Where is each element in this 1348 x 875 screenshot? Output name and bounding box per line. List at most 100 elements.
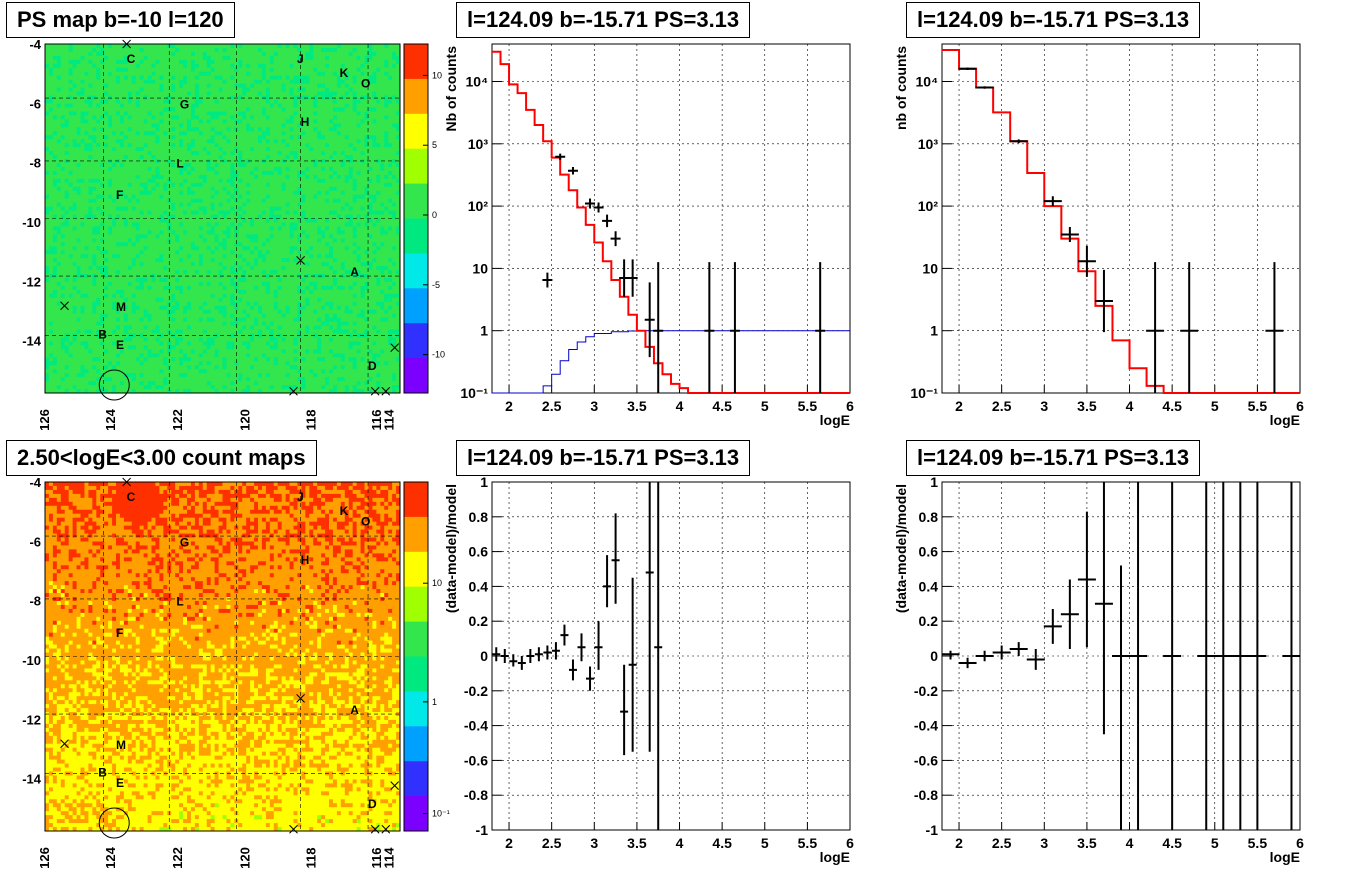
spec2-xtick: 5 (1211, 398, 1219, 414)
ps-map-label-M: M (116, 300, 126, 314)
spec1-frame (491, 43, 851, 394)
spec1-data-point (729, 262, 740, 393)
count-map (45, 482, 401, 832)
spec2-xtick: 4.5 (1162, 398, 1182, 414)
resid2-ytick: 0 (930, 648, 938, 664)
resid1-ytick: 0 (480, 648, 488, 664)
ps-map-xtick: 126 (37, 409, 52, 431)
ps-map-cross (289, 386, 298, 396)
count-map-xtick: 114 (381, 847, 396, 869)
ps-map-ytick: -14 (22, 334, 42, 349)
ps-colorbar-ticklabel: -10 (432, 350, 445, 360)
spec1-data-point (627, 259, 638, 297)
resid2-xtick: 2 (955, 835, 963, 851)
resid2-data-point (1094, 482, 1113, 735)
ps-map-cross (122, 39, 132, 49)
resid1-xtick: 2 (505, 835, 513, 851)
resid1-ylabel: (data-model)/model (443, 484, 459, 613)
resid1-data-point (526, 649, 535, 663)
resid1-ytick: 0.6 (469, 544, 489, 560)
ps-map-xtick: 122 (170, 409, 185, 431)
count-map-label-H: H (301, 553, 310, 567)
count-map-label-L: L (176, 595, 183, 609)
resid1-data-point (551, 642, 560, 660)
resid2-xlabel: logE (1270, 849, 1300, 865)
resid2-xtick: 5 (1211, 835, 1219, 851)
resid2-ytick: 0.4 (919, 578, 939, 594)
spec1-ylabel: Nb of counts (443, 46, 459, 132)
count-map-label-O: O (361, 514, 370, 528)
ps-map-label-A: A (350, 265, 359, 279)
ps-map-ytick: -12 (22, 274, 41, 289)
spec2-data-point (975, 86, 994, 89)
count-map-label-C: C (127, 490, 136, 504)
spec2-xtick: 2.5 (992, 398, 1012, 414)
resid2-data-point (941, 650, 960, 660)
spec1-xtick: 3 (590, 398, 598, 414)
resid2-ytick: 0.8 (919, 509, 939, 525)
ps-map-label-L: L (176, 157, 183, 171)
spec2-data-point (1180, 262, 1199, 393)
spec1-data-point (585, 198, 596, 209)
spec1-xtick: 4.5 (712, 398, 732, 414)
resid2-xtick: 4.5 (1162, 835, 1182, 851)
resid2-xtick: 3 (1040, 835, 1048, 851)
resid2-data-point (1163, 482, 1182, 830)
count-map-label-B: B (98, 766, 107, 780)
ps-map-label-E: E (116, 338, 124, 352)
count-colorbar (404, 482, 428, 832)
spec1-xtick: 4 (676, 398, 684, 414)
count-map-xtick: 116 (369, 848, 384, 869)
spec1-xlabel: logE (820, 412, 850, 428)
resid1-data-point (645, 482, 654, 752)
count-map-label-G: G (180, 535, 189, 549)
resid1-data-point (586, 666, 595, 691)
resid2-ytick: -0.8 (914, 787, 938, 803)
resid2-data-point (1060, 579, 1079, 650)
resid1-data-point (603, 555, 612, 608)
resid2-ytick: 0.2 (919, 613, 939, 629)
spec2-ytick: 10⁴ (916, 74, 939, 90)
spec1-ytick: 1 (480, 323, 488, 339)
ps-map-label-F: F (116, 188, 123, 202)
count-map-ytick: -4 (29, 475, 41, 490)
ps-map-ytick: -10 (22, 215, 41, 230)
ps-map-xtick: 124 (103, 408, 118, 430)
spec2-data-point (1043, 196, 1062, 207)
ps-map-label-O: O (361, 76, 370, 90)
ps-map-xtick: 120 (238, 409, 253, 431)
resid1-frame (491, 481, 851, 831)
resid2-ytick: -1 (926, 822, 939, 838)
spec1-xtick: 2 (505, 398, 513, 414)
spec2-xtick: 4 (1126, 398, 1134, 414)
ps-map-cross (296, 256, 305, 265)
ps-map-label-G: G (180, 97, 189, 111)
resid1-data-point (654, 482, 663, 830)
ps-map-cross (370, 386, 380, 396)
resid1-xtick: 3.5 (627, 835, 647, 851)
resid2-xtick: 3.5 (1077, 835, 1097, 851)
spec1-xtick: 5.5 (798, 398, 818, 414)
spec2-xtick: 5.5 (1248, 398, 1268, 414)
count-map-ytick: -10 (22, 653, 41, 668)
resid1-data-point (577, 633, 586, 662)
resid1-ytick: -0.8 (464, 787, 488, 803)
spec1-data-point (704, 262, 715, 393)
count-map-cross (390, 781, 400, 790)
spec1-xtick: 5 (761, 398, 769, 414)
resid2-data-point (1214, 482, 1233, 830)
ps-map-source-circle (98, 369, 130, 401)
count-colorbar-frame (403, 481, 429, 832)
resid1-xtick: 2.5 (542, 835, 562, 851)
spec1-ytick: 10⁻¹ (460, 385, 488, 401)
count-map-cross (60, 739, 69, 749)
spec1-xtick: 6 (846, 398, 854, 414)
count-map-xtick: 118 (303, 848, 318, 869)
resid2-title: l=124.09 b=-15.71 PS=3.13 (906, 440, 1201, 476)
resid1-xlabel: logE (820, 849, 850, 865)
spec2-data-point (1265, 262, 1284, 393)
resid1-data-point (620, 664, 629, 756)
resid2-data-point (1248, 482, 1267, 830)
resid2-data-point (1077, 511, 1096, 648)
spec1-ytick: 10 (472, 260, 488, 276)
